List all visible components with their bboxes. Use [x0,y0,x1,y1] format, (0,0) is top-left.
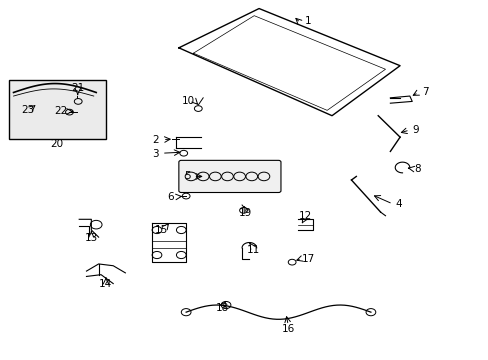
Text: 2: 2 [152,135,159,145]
Text: 14: 14 [99,279,112,289]
Text: 11: 11 [246,245,259,255]
Bar [9,80,106,139]
Text: 10: 10 [181,96,194,106]
Text: 6: 6 [166,192,173,202]
Text: 4: 4 [395,199,402,209]
Text: 21: 21 [71,83,84,93]
Text: 18: 18 [216,302,229,312]
Text: 8: 8 [413,163,420,174]
Text: 20: 20 [51,139,64,149]
Text: 12: 12 [298,211,311,221]
Text: 1: 1 [304,16,310,26]
Text: 23: 23 [21,105,35,115]
Text: 15: 15 [155,225,168,235]
Text: 19: 19 [238,208,252,218]
Text: 17: 17 [302,253,315,264]
FancyBboxPatch shape [179,160,281,193]
Text: 7: 7 [421,87,428,98]
Text: 3: 3 [151,149,158,159]
Text: 5: 5 [183,171,190,181]
Text: 22: 22 [55,107,68,116]
Text: 16: 16 [281,324,294,334]
Text: 9: 9 [411,125,418,135]
Text: 13: 13 [84,233,98,243]
